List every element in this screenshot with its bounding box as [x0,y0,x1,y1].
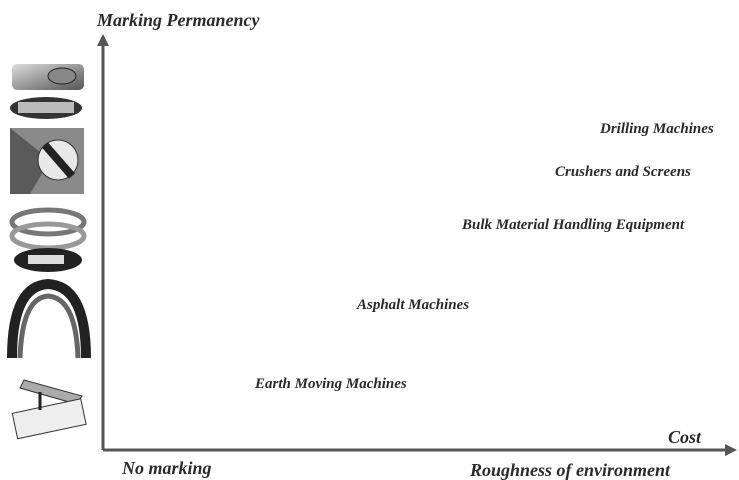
icon-tag [10,64,84,119]
icon-arc [7,278,91,359]
item-label: Bulk Material Handling Equipment [461,217,685,233]
x-axis-end-label: Cost [668,427,702,447]
x-axis-label: Roughness of environment [469,460,671,480]
icon-plate [11,379,87,440]
icon-photo [10,128,84,194]
origin-label: No marking [121,458,212,478]
icon-rings [9,207,87,272]
y-arrow [97,34,109,46]
x-arrow [725,444,737,456]
item-label: Earth Moving Machines [254,376,407,392]
item-label: Asphalt Machines [356,297,469,313]
y-axis-label: Marking Permanency [96,10,261,30]
item-label: Drilling Machines [599,121,714,137]
item-label: Crushers and Screens [555,164,691,180]
